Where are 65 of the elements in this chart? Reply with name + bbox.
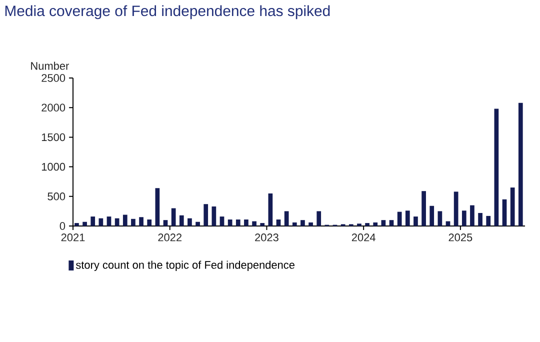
bar bbox=[300, 220, 305, 226]
bar bbox=[82, 222, 87, 226]
bar bbox=[422, 191, 426, 226]
x-tick-label: 2024 bbox=[352, 234, 376, 242]
bar bbox=[357, 224, 362, 226]
bar bbox=[316, 211, 322, 226]
bar bbox=[131, 218, 136, 226]
bar bbox=[147, 219, 152, 226]
bar bbox=[220, 216, 224, 226]
bar bbox=[389, 220, 394, 226]
bar bbox=[188, 218, 192, 226]
bar bbox=[74, 223, 79, 226]
bar bbox=[397, 212, 402, 226]
bar bbox=[228, 219, 232, 226]
bar bbox=[155, 188, 160, 226]
bar bbox=[373, 222, 378, 226]
bar bbox=[430, 206, 434, 226]
bar bbox=[204, 204, 208, 226]
bar bbox=[365, 223, 370, 226]
bar bbox=[478, 212, 482, 226]
bar bbox=[454, 192, 458, 226]
legend-label: story count on the topic of Fed independence bbox=[76, 260, 294, 271]
bar bbox=[163, 220, 168, 226]
y-tick-label: 2500 bbox=[42, 74, 66, 82]
bar bbox=[276, 219, 281, 226]
bar bbox=[106, 216, 112, 226]
x-tick-label: 2021 bbox=[61, 234, 85, 242]
y-tick-label: 1000 bbox=[42, 162, 66, 171]
y-tick-label: 2000 bbox=[42, 104, 66, 112]
bar bbox=[252, 221, 256, 226]
bar bbox=[114, 218, 120, 226]
bar bbox=[171, 208, 176, 226]
bar bbox=[470, 205, 474, 226]
bar bbox=[486, 216, 491, 226]
bar bbox=[502, 199, 507, 226]
bar bbox=[196, 222, 200, 226]
chart-title: Media coverage of Fed independence has spiked bbox=[5, 5, 330, 20]
bar bbox=[236, 219, 240, 226]
bar bbox=[179, 215, 184, 226]
y-tick-label: 0 bbox=[60, 222, 66, 230]
x-tick-label: 2022 bbox=[158, 234, 182, 242]
x-tick-label: 2023 bbox=[255, 234, 278, 242]
bar bbox=[438, 211, 442, 226]
bar bbox=[381, 220, 386, 226]
bar bbox=[405, 210, 410, 226]
x-tick-label: 2025 bbox=[448, 234, 472, 242]
bar bbox=[139, 217, 144, 226]
bar bbox=[98, 218, 104, 226]
bar bbox=[292, 222, 297, 226]
bar bbox=[122, 214, 128, 226]
bar bbox=[268, 193, 273, 226]
bar bbox=[90, 216, 96, 226]
bar bbox=[510, 188, 515, 226]
bar bbox=[212, 206, 216, 226]
bar bbox=[308, 222, 313, 226]
bar bbox=[494, 108, 499, 226]
y-tick-label: 500 bbox=[48, 192, 66, 200]
bar bbox=[284, 211, 289, 226]
y-axis-title: Number bbox=[31, 62, 69, 70]
bar bbox=[244, 219, 248, 226]
bar bbox=[518, 102, 523, 226]
bar bbox=[260, 223, 265, 226]
y-tick-label: 1500 bbox=[42, 133, 66, 142]
bar bbox=[414, 216, 418, 226]
bar bbox=[462, 210, 466, 226]
